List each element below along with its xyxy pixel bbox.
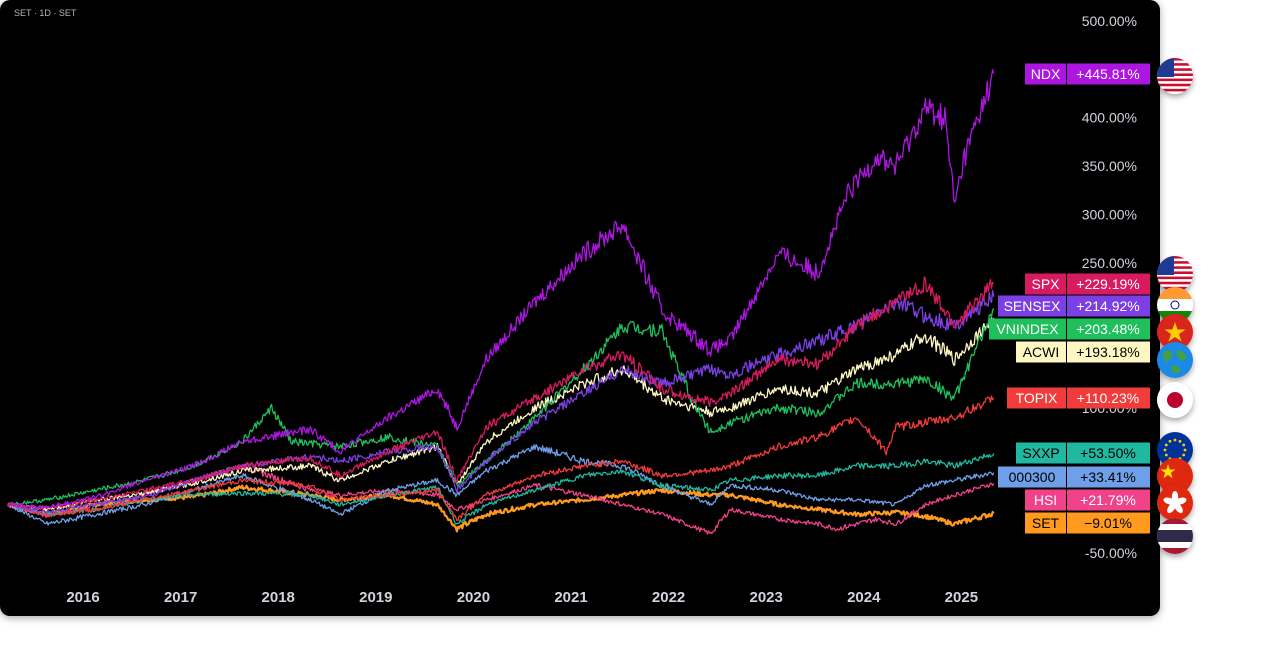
series-name-badge: VNINDEX — [996, 321, 1059, 337]
x-tick-label: 2025 — [945, 589, 978, 606]
series-value-badge: +229.19% — [1076, 276, 1139, 292]
series-name-badge: TOPIX — [1016, 390, 1058, 406]
series-value-badge-bg — [1067, 489, 1150, 511]
x-tick-label: 2020 — [457, 589, 490, 606]
series-name-badge: SENSEX — [1004, 298, 1061, 314]
series-value-badge: +33.41% — [1080, 469, 1136, 485]
series-name-badge-bg — [1025, 273, 1066, 295]
series-value-badge-bg — [1067, 341, 1150, 363]
series-name-badge: SET — [1032, 515, 1060, 531]
series-name-badge: SPX — [1031, 276, 1060, 292]
x-tick-label: 2019 — [359, 589, 392, 606]
series-name-badge-bg — [1025, 63, 1066, 85]
series-line-sensex[interactable] — [7, 289, 995, 514]
x-tick-label: 2023 — [749, 589, 782, 606]
series-name-badge-bg — [1016, 442, 1066, 464]
series-value-badge: +110.23% — [1077, 390, 1139, 406]
series-value-badge-bg — [1067, 318, 1150, 340]
series-line-spx[interactable] — [7, 276, 995, 510]
y-tick-label: 300.00% — [1082, 206, 1137, 222]
series-value-badge: −9.01% — [1084, 515, 1132, 531]
series-value-badge-bg — [1067, 273, 1150, 295]
y-tick-label: -50.00% — [1085, 545, 1137, 561]
series-name-badge-bg — [998, 466, 1066, 488]
series-line-set[interactable] — [8, 484, 995, 533]
series-line-sxxp[interactable] — [7, 453, 995, 525]
chart-frame: -50.00%100.00%250.00%300.00%350.00%400.0… — [0, 0, 1160, 616]
flag-world-icon — [1157, 342, 1193, 378]
series-name-badge-bg — [1025, 489, 1066, 511]
series-value-badge: +193.18% — [1076, 344, 1139, 360]
y-tick-label: 250.00% — [1082, 255, 1137, 271]
series-name-badge-bg — [1016, 341, 1066, 363]
series-value-badge: +203.48% — [1076, 321, 1139, 337]
flag-th-icon — [1157, 518, 1193, 554]
series-name-badge-bg — [1025, 512, 1066, 534]
series-value-badge-bg — [1067, 63, 1150, 85]
x-tick-label: 2016 — [66, 589, 99, 606]
series-value-badge-bg — [1067, 295, 1150, 317]
series-value-badge-bg — [1067, 512, 1150, 534]
series-line-ndx[interactable] — [7, 69, 995, 510]
x-tick-label: 2022 — [652, 589, 685, 606]
series-name-badge: ACWI — [1023, 344, 1060, 360]
x-tick-label: 2017 — [164, 589, 197, 606]
series-line-topix[interactable] — [7, 395, 995, 522]
chart-plot[interactable]: -50.00%100.00%250.00%300.00%350.00%400.0… — [0, 0, 1160, 616]
x-tick-label: 2018 — [262, 589, 295, 606]
series-value-badge: +53.50% — [1080, 445, 1136, 461]
series-value-badge: +21.79% — [1080, 492, 1136, 508]
series-name-badge: 000300 — [1009, 469, 1056, 485]
series-value-badge-bg — [1067, 387, 1150, 409]
flag-hk-icon — [1157, 485, 1193, 521]
series-name-badge-bg — [998, 295, 1066, 317]
y-tick-label: 500.00% — [1082, 13, 1137, 29]
flag-jp-icon — [1157, 382, 1193, 418]
y-tick-label: 400.00% — [1082, 110, 1137, 126]
series-value-badge: +445.81% — [1076, 66, 1139, 82]
series-name-badge-bg — [1007, 387, 1066, 409]
flag-us-icon — [1157, 58, 1193, 94]
series-name-badge: SXXP — [1022, 445, 1059, 461]
series-name-badge: HSI — [1034, 492, 1057, 508]
y-tick-label: 350.00% — [1082, 158, 1137, 174]
series-value-badge-bg — [1067, 466, 1150, 488]
series-value-badge-bg — [1067, 442, 1150, 464]
symbol-header: SET · 1D · SET — [14, 8, 77, 18]
flag-us-icon — [1157, 256, 1193, 292]
series-name-badge-bg — [989, 318, 1066, 340]
x-tick-label: 2024 — [847, 589, 881, 606]
series-line-acwi[interactable] — [7, 316, 995, 512]
x-tick-label: 2021 — [554, 589, 587, 606]
series-value-badge: +214.92% — [1076, 298, 1139, 314]
series-name-badge: NDX — [1031, 66, 1061, 82]
